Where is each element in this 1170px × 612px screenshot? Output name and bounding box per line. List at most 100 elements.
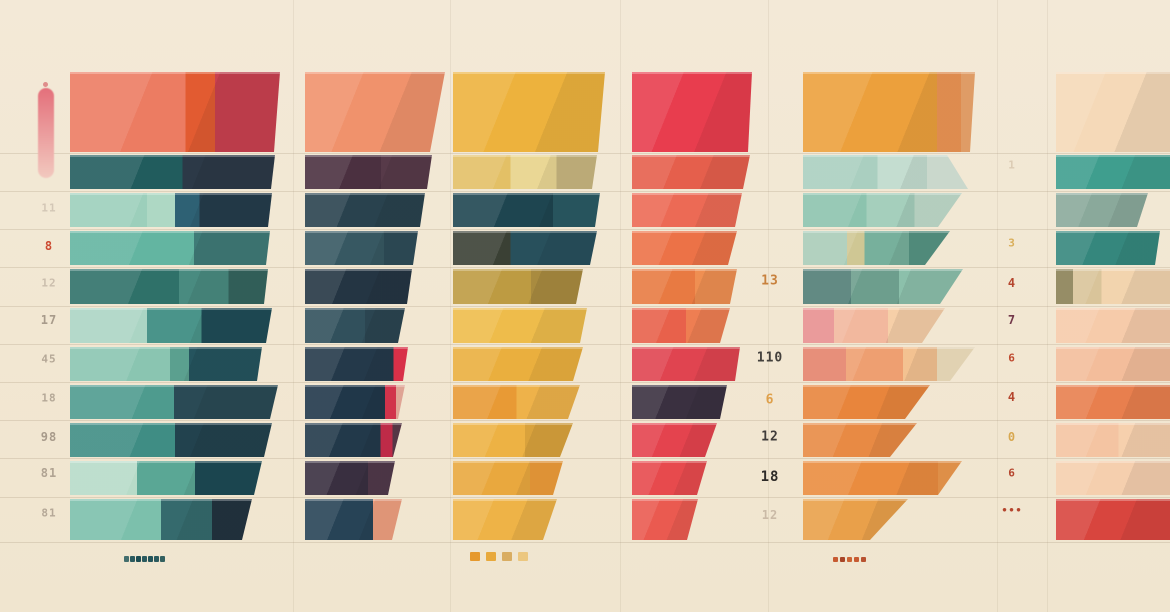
- funnel-bar-col3-row11: [453, 499, 557, 540]
- gridline-horizontal: [0, 344, 1170, 345]
- axis-mid-value: 110: [756, 350, 784, 366]
- legend-dot: [486, 552, 496, 561]
- funnel-bar-col4-row9: [632, 423, 717, 457]
- axis-left-value: 81: [41, 506, 57, 520]
- funnel-bar-col6-row11: [1056, 499, 1170, 540]
- funnel-bar-col3-row2: [453, 155, 597, 189]
- funnel-bar-col2-row11: [305, 499, 402, 540]
- funnel-bar-col1-row1: [70, 72, 280, 152]
- axis-right-value: 4: [1007, 276, 1017, 290]
- axis-right-value: 0: [1007, 430, 1017, 444]
- funnel-bar-col4-row1: [632, 72, 752, 152]
- funnel-bar-col6-row4: [1056, 231, 1160, 265]
- red-gradient-bar: [38, 88, 54, 178]
- legend-dot: [142, 556, 147, 562]
- funnel-bar-col5-row5: [803, 269, 963, 304]
- funnel-bar-col3-row3: [453, 193, 600, 227]
- funnel-bar-col2-row4: [305, 231, 418, 265]
- gridline-horizontal: [0, 382, 1170, 383]
- axis-left-value: 45: [41, 352, 57, 366]
- funnel-bar-col6-row10: [1056, 461, 1170, 495]
- funnel-bar-col3-row4: [453, 231, 597, 265]
- funnel-bar-col1-row7: [70, 347, 262, 381]
- funnel-bar-col3-row5: [453, 269, 583, 304]
- legend-dot: [847, 557, 852, 562]
- funnel-bar-col6-row8: [1056, 385, 1170, 419]
- legend-dot: [854, 557, 859, 562]
- funnel-bar-col6-row5: [1056, 269, 1170, 304]
- gridline-vertical: [620, 0, 621, 612]
- funnel-bar-col4-row2: [632, 155, 750, 189]
- legend-dots-2: [470, 552, 528, 561]
- axis-left-value: 11: [41, 201, 57, 215]
- funnel-bar-col2-row8: [305, 385, 405, 419]
- legend-dot: [124, 556, 129, 562]
- gridline-horizontal: [0, 458, 1170, 459]
- axis-left-value: 81: [40, 466, 58, 480]
- gridline-vertical: [768, 0, 769, 612]
- funnel-bar-col1-row8: [70, 385, 278, 419]
- gridline-horizontal: [0, 153, 1170, 154]
- funnel-bar-col3-row7: [453, 347, 583, 381]
- legend-dot: [154, 556, 159, 562]
- funnel-bar-col1-row2: [70, 155, 275, 189]
- legend-dots-3: [833, 557, 866, 562]
- gridline-vertical: [450, 0, 451, 612]
- funnel-bar-col6-row6: [1056, 308, 1170, 343]
- funnel-bar-col1-row11: [70, 499, 252, 540]
- funnel-bar-col5-row2: [803, 155, 968, 189]
- funnel-bar-col4-row3: [632, 193, 742, 227]
- legend-dot: [130, 556, 135, 562]
- gridline-horizontal: [0, 497, 1170, 498]
- axis-left-value: 8: [44, 239, 54, 253]
- legend-dot: [861, 557, 866, 562]
- funnel-bar-col6-row3: [1056, 193, 1148, 227]
- legend-dot: [840, 557, 845, 562]
- funnel-bar-col5-row3: [803, 193, 962, 227]
- funnel-bar-col6-row7: [1056, 347, 1170, 381]
- funnel-bar-col5-row4: [803, 231, 950, 265]
- axis-left-value: 98: [40, 430, 58, 444]
- legend-dot: [136, 556, 141, 562]
- funnel-bar-col1-row3: [70, 193, 272, 227]
- legend-dots-1: [124, 556, 165, 562]
- funnel-bar-col5-row7: [803, 347, 975, 381]
- funnel-bar-col2-row3: [305, 193, 425, 227]
- funnel-bar-col2-row7: [305, 347, 408, 381]
- legend-dot: [160, 556, 165, 562]
- funnel-bar-col5-row8: [803, 385, 930, 419]
- funnel-bar-col4-row11: [632, 499, 698, 540]
- axis-mid-value: 12: [761, 429, 779, 445]
- funnel-bar-col2-row10: [305, 461, 395, 495]
- funnel-bar-col1-row4: [70, 231, 270, 265]
- legend-dot: [518, 552, 528, 561]
- funnel-bar-col5-row10: [803, 461, 962, 495]
- legend-dot: [470, 552, 480, 561]
- legend-dot: [148, 556, 153, 562]
- axis-mid-value: 18: [760, 469, 780, 485]
- axis-right-value: 1: [1008, 158, 1016, 172]
- funnel-bar-col5-row1: [803, 72, 975, 152]
- axis-mid-value: 6: [765, 392, 775, 408]
- gridline-horizontal: [0, 191, 1170, 192]
- gridline-horizontal: [0, 420, 1170, 421]
- funnel-bar-col3-row10: [453, 461, 563, 495]
- gridline-vertical: [293, 0, 294, 612]
- gridline-vertical: [997, 0, 998, 612]
- axis-right-value: 4: [1007, 390, 1017, 404]
- funnel-bar-col3-row9: [453, 423, 573, 457]
- funnel-bar-col4-row5: [632, 269, 737, 304]
- funnel-bar-col4-row6: [632, 308, 730, 343]
- funnel-bar-col2-row9: [305, 423, 402, 457]
- axis-right-value: 6: [1008, 351, 1016, 365]
- legend-dot: [833, 557, 838, 562]
- axis-right-value: 3: [1008, 236, 1016, 250]
- axis-left-value: 18: [41, 391, 57, 405]
- axis-right-value: 7: [1007, 313, 1017, 327]
- axis-mid-value: 13: [761, 273, 779, 289]
- red-gradient-bar-dot: [43, 82, 48, 87]
- funnel-bar-col4-row10: [632, 461, 707, 495]
- funnel-bar-col5-row11: [803, 499, 908, 540]
- funnel-bar-col2-row1: [305, 72, 445, 152]
